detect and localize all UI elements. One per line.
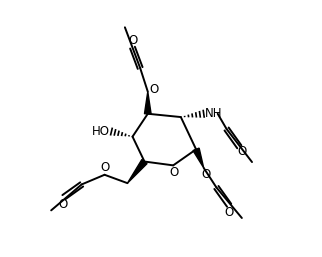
Text: O: O bbox=[224, 206, 234, 219]
Text: O: O bbox=[202, 168, 211, 181]
Text: NH: NH bbox=[204, 107, 222, 120]
Text: HO: HO bbox=[92, 125, 110, 137]
Polygon shape bbox=[128, 160, 147, 183]
Polygon shape bbox=[145, 92, 151, 114]
Text: O: O bbox=[58, 198, 67, 211]
Text: O: O bbox=[149, 82, 159, 96]
Text: O: O bbox=[238, 145, 247, 158]
Text: O: O bbox=[128, 34, 137, 47]
Text: O: O bbox=[170, 166, 179, 179]
Polygon shape bbox=[193, 148, 204, 168]
Text: O: O bbox=[101, 161, 110, 174]
